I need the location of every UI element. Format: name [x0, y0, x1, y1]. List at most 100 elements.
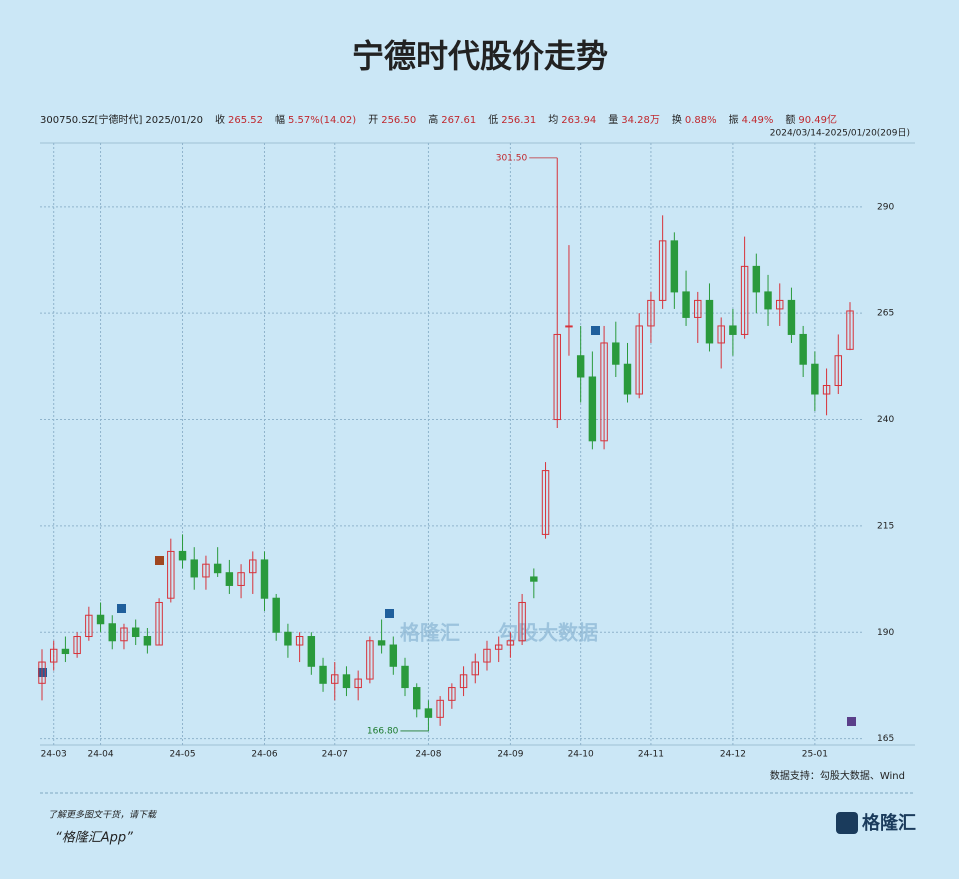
info-value: 5.57%(14.02)	[288, 115, 356, 126]
signal	[847, 717, 856, 726]
candle-body	[506, 640, 515, 646]
footer-app: “格隆汇App”	[55, 831, 133, 846]
candle-body	[108, 623, 116, 642]
candle-body	[471, 661, 479, 676]
candle-body	[740, 265, 749, 335]
info-label: 300750.SZ[宁德时代]	[40, 113, 142, 126]
footer-note: 了解更多图文干货，请下载	[48, 810, 157, 821]
candle-body	[377, 640, 386, 646]
candle-body	[436, 699, 444, 718]
candle-body	[682, 291, 690, 318]
candle-body	[155, 601, 163, 646]
candle-body	[120, 627, 128, 642]
candle-body	[202, 563, 210, 578]
candle-body	[612, 342, 620, 365]
candle-body	[459, 674, 468, 689]
info-value: 263.94	[561, 115, 596, 126]
candle-body	[307, 636, 316, 667]
candle-body	[284, 631, 292, 646]
candle-body	[811, 363, 819, 395]
candle-body	[787, 299, 796, 335]
candle-body	[213, 563, 222, 574]
candle-body	[530, 576, 538, 582]
candle-body	[834, 355, 843, 387]
info-value: 0.88%	[685, 115, 717, 126]
candle-body	[249, 559, 257, 574]
candle-body	[331, 674, 339, 684]
x-tick-label: 24-04	[87, 750, 113, 760]
candle-body	[846, 310, 854, 350]
signal	[155, 556, 164, 565]
candle-body	[705, 299, 714, 344]
x-tick-label: 24-08	[415, 750, 441, 760]
y-tick-label: 265	[877, 309, 894, 319]
info-value: 256.31	[501, 115, 536, 126]
candle-body	[366, 640, 374, 680]
candle-body	[342, 674, 351, 689]
candle-body	[717, 325, 725, 344]
candle-body	[694, 299, 702, 318]
logo-icon	[836, 812, 858, 834]
info-label: 振	[729, 113, 739, 126]
candle-body	[647, 299, 655, 327]
candle-body	[658, 240, 667, 301]
candle-body	[131, 627, 140, 638]
candle-body	[588, 376, 597, 442]
y-tick-label: 215	[877, 521, 894, 531]
candle-body	[61, 648, 70, 655]
annotation: 301.50	[496, 153, 528, 163]
info-label: 高	[428, 113, 438, 126]
candle-body	[49, 648, 58, 663]
candle-body	[295, 636, 304, 646]
info-value: 2025/01/20	[145, 115, 203, 126]
info-label: 额	[785, 113, 795, 126]
info-label: 低	[488, 113, 498, 126]
info-value: 34.28万	[621, 115, 660, 126]
x-tick-label: 24-12	[720, 750, 746, 760]
candle-body	[752, 265, 761, 293]
candle-body	[776, 299, 784, 310]
candle-body	[38, 661, 46, 684]
candle-body	[541, 470, 550, 535]
x-tick-label: 24-09	[497, 750, 523, 760]
candle-body	[448, 687, 456, 701]
info-value: 90.49亿	[798, 113, 837, 126]
y-tick-label: 290	[877, 202, 894, 212]
signal	[591, 326, 600, 335]
candle-body	[424, 708, 433, 718]
info-label: 幅	[275, 113, 285, 126]
annotation: 166.80	[367, 726, 399, 736]
candle-body	[729, 325, 737, 335]
info-label: 换	[672, 113, 682, 126]
logo: 格隆汇	[862, 812, 916, 834]
x-tick-label: 24-10	[568, 750, 594, 760]
info-value: 267.61	[441, 115, 476, 126]
candle-body	[670, 240, 679, 293]
candle-body	[822, 385, 831, 395]
candle-body	[518, 601, 526, 642]
info-value: 265.52	[228, 115, 263, 126]
signal	[117, 604, 126, 613]
signal	[385, 609, 394, 618]
candle-body	[565, 325, 573, 328]
candle-body	[623, 363, 632, 395]
candle-body	[576, 355, 585, 378]
x-tick-label: 24-07	[322, 750, 348, 760]
candle-body	[389, 644, 398, 667]
candle-body	[73, 636, 81, 655]
candle-body	[85, 614, 93, 638]
candle-body	[96, 614, 105, 625]
info-value: 4.49%	[742, 115, 774, 126]
info-value: 256.50	[381, 115, 416, 126]
info-label: 均	[548, 114, 558, 126]
source: 数据支持：勾股大数据、Wind	[770, 769, 905, 782]
x-tick-label: 24-03	[41, 750, 67, 760]
candle-body	[167, 550, 175, 599]
candle-body	[799, 333, 807, 365]
candle-body	[635, 325, 643, 395]
candle-body	[260, 559, 269, 599]
candle-body	[319, 665, 327, 684]
candle-body	[178, 550, 187, 561]
info-label: 开	[368, 115, 378, 126]
